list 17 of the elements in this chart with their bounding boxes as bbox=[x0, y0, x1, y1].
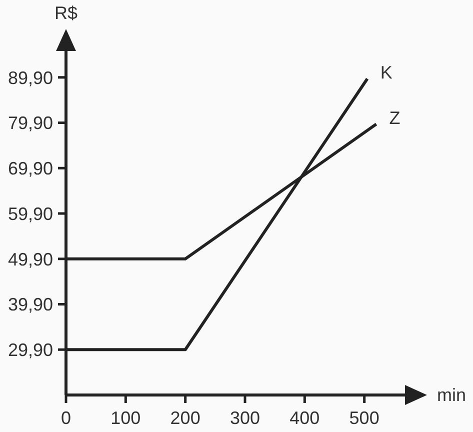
x-tick-label: 0 bbox=[60, 408, 72, 428]
y-tick-label: 49,90 bbox=[8, 249, 53, 270]
y-tick-label: 29,90 bbox=[8, 340, 53, 360]
y-tick-label: 69,90 bbox=[8, 158, 53, 179]
y-tick-label: 79,90 bbox=[8, 113, 53, 134]
y-tick-label: 59,90 bbox=[8, 204, 53, 224]
x-tick-label: 400 bbox=[290, 408, 320, 428]
x-axis-title: min bbox=[437, 385, 466, 405]
y-tick-label: 39,90 bbox=[8, 294, 53, 315]
y-axis-title: R$ bbox=[54, 3, 78, 23]
x-tick-label: 300 bbox=[230, 408, 260, 428]
x-tick-label: 100 bbox=[110, 408, 141, 428]
x-tick-label: 200 bbox=[170, 408, 200, 428]
series-label: K bbox=[380, 62, 392, 83]
y-tick-label: 89,90 bbox=[8, 68, 53, 88]
series-label: Z bbox=[389, 108, 400, 128]
x-tick-label: 500 bbox=[349, 408, 380, 428]
